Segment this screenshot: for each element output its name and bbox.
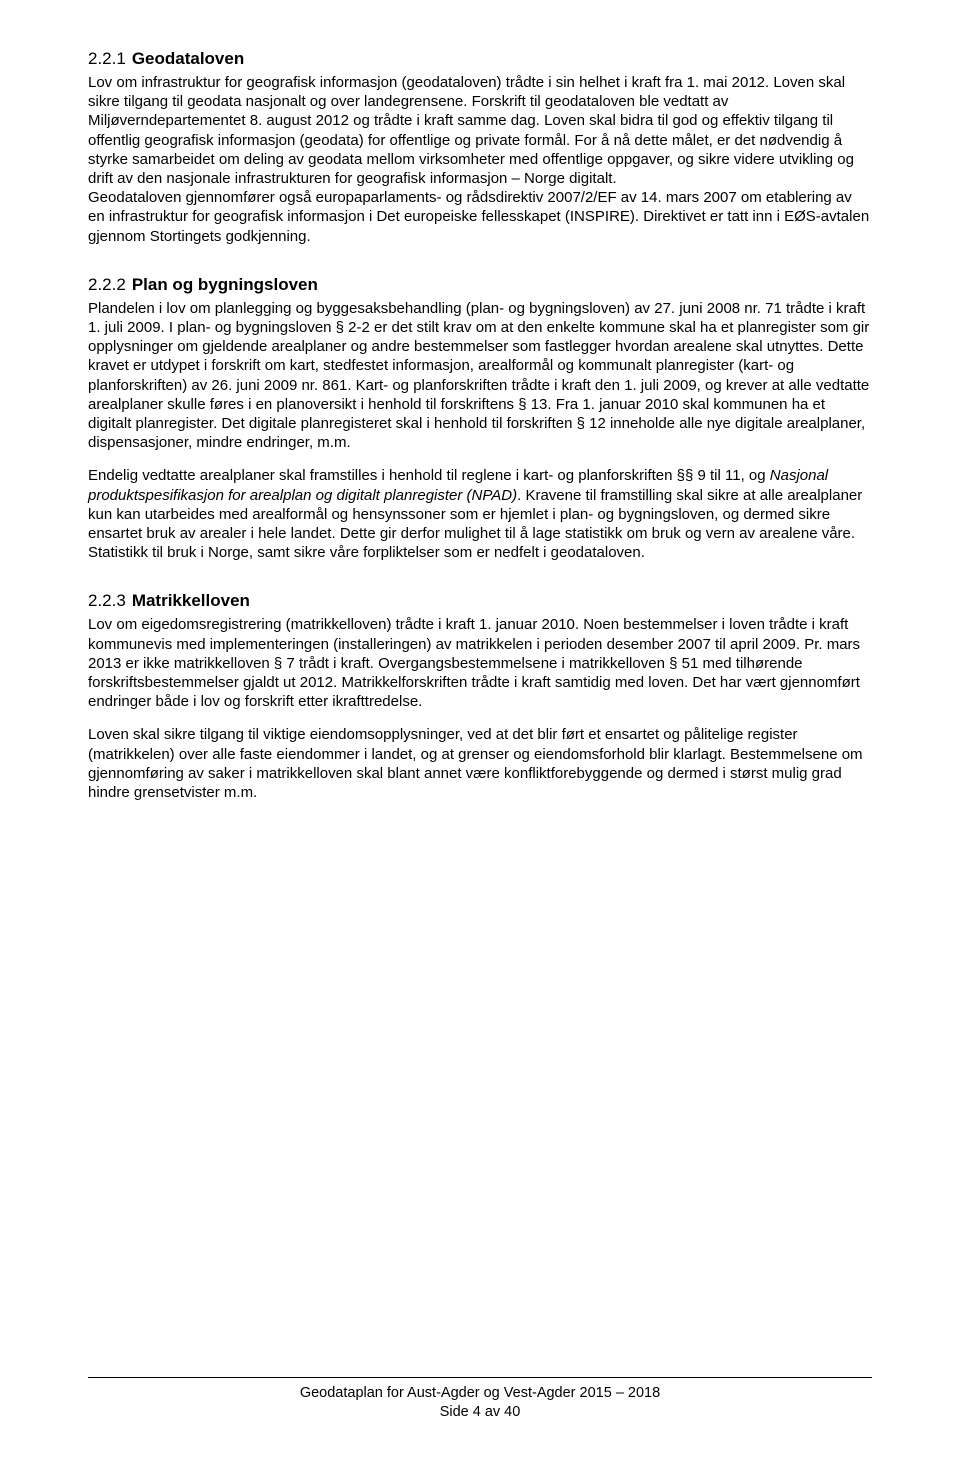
paragraph: Loven skal sikre tilgang til viktige eie…: [88, 725, 872, 802]
paragraph: Endelig vedtatte arealplaner skal framst…: [88, 466, 872, 562]
page-content: 2.2.1 Geodataloven Lov om infrastruktur f…: [88, 48, 872, 1353]
heading-title: Matrikkelloven: [132, 591, 250, 610]
heading-plan-og-bygningsloven: 2.2.2 Plan og bygningsloven: [88, 274, 872, 296]
paragraph: Geodataloven gjennomfører også europapar…: [88, 188, 872, 246]
heading-number: 2.2.3: [88, 591, 126, 610]
section-plan-og-bygningsloven: 2.2.2 Plan og bygningsloven Plandelen i l…: [88, 274, 872, 563]
heading-number: 2.2.1: [88, 49, 126, 68]
paragraph: Plandelen i lov om planlegging og bygges…: [88, 299, 872, 453]
heading-title: Plan og bygningsloven: [132, 275, 318, 294]
section-geodataloven: 2.2.1 Geodataloven Lov om infrastruktur f…: [88, 48, 872, 246]
heading-title: Geodataloven: [132, 49, 244, 68]
heading-number: 2.2.2: [88, 275, 126, 294]
page: 2.2.1 Geodataloven Lov om infrastruktur f…: [0, 0, 960, 1462]
section-matrikkelloven: 2.2.3 Matrikkelloven Lov om eigedomsregis…: [88, 590, 872, 802]
footer-page-number: Side 4 av 40: [88, 1403, 872, 1422]
paragraph: Lov om infrastruktur for geografisk info…: [88, 73, 872, 188]
heading-geodataloven: 2.2.1 Geodataloven: [88, 48, 872, 70]
heading-matrikkelloven: 2.2.3 Matrikkelloven: [88, 590, 872, 612]
paragraph: Lov om eigedomsregistrering (matrikkello…: [88, 615, 872, 711]
page-footer: Geodataplan for Aust-Agder og Vest-Agder…: [88, 1377, 872, 1422]
footer-title: Geodataplan for Aust-Agder og Vest-Agder…: [88, 1384, 872, 1403]
